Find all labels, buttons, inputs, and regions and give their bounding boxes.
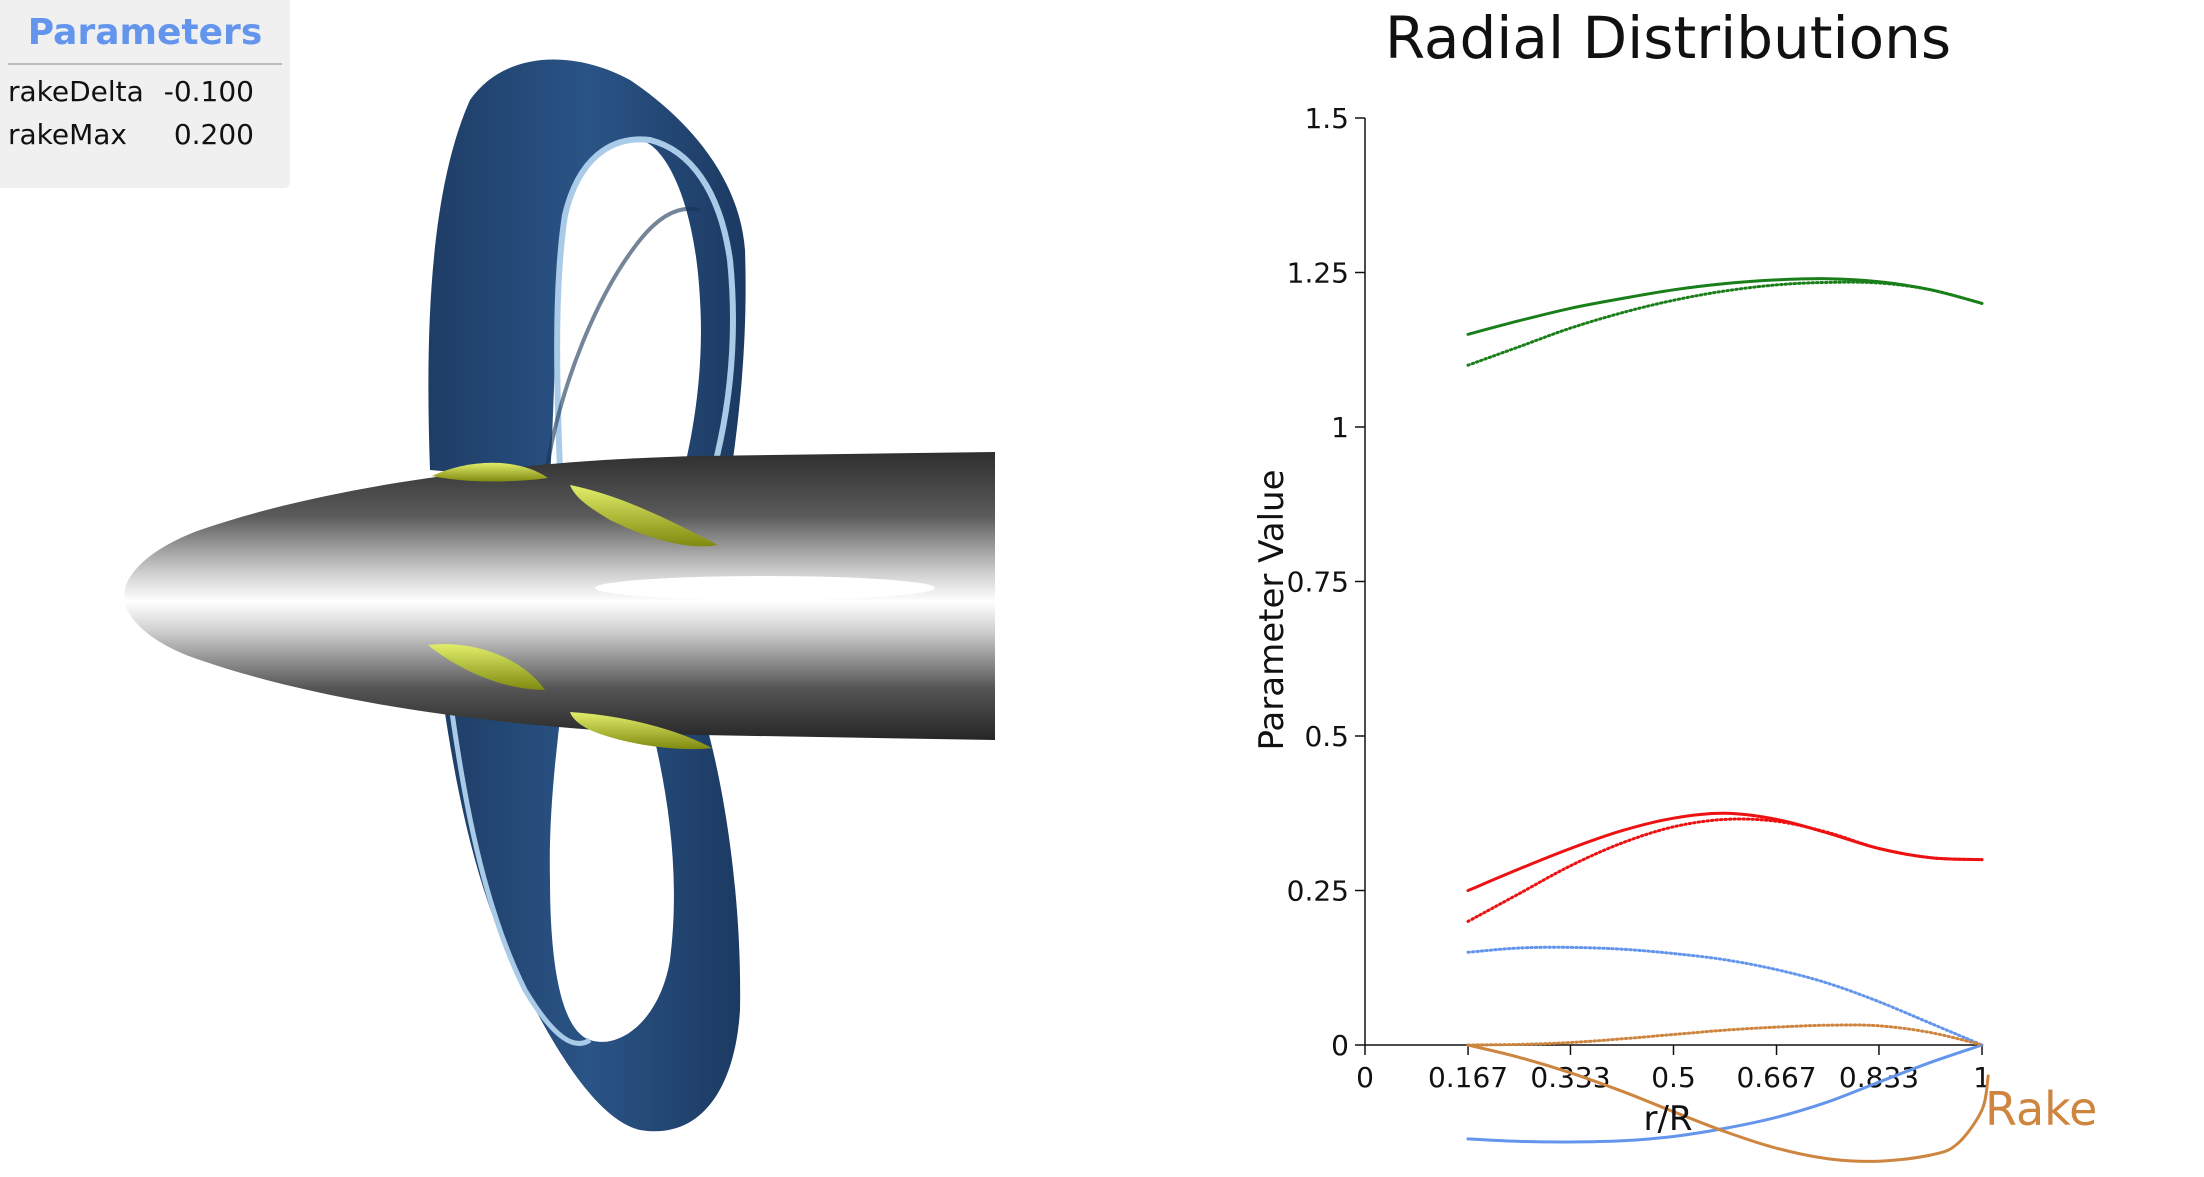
series-line-6 xyxy=(1466,1023,1984,1047)
rake-series-label: Rake xyxy=(1985,1082,2097,1136)
parameters-title[interactable]: Parameters xyxy=(8,0,282,65)
param-value[interactable]: -0.100 xyxy=(163,75,254,108)
upper-blade xyxy=(428,59,746,546)
series-line-0 xyxy=(1466,277,1984,336)
y-axis-label: Parameter Value xyxy=(1252,469,1292,750)
series-line-3 xyxy=(1466,817,1984,923)
y-tick-label: 1.5 xyxy=(1304,102,1349,135)
x-tick-label: 0.167 xyxy=(1428,1061,1508,1094)
series-line-5 xyxy=(1466,1043,1984,1144)
x-tick-label: 0.333 xyxy=(1530,1061,1610,1094)
root-fillet-4 xyxy=(570,712,712,750)
param-name: rakeDelta xyxy=(8,75,144,108)
x-tick-label: 0.833 xyxy=(1839,1061,1919,1094)
series-layer xyxy=(1466,277,1990,1163)
x-tick-label: 0.667 xyxy=(1736,1061,1816,1094)
chart-title: Radial Distributions xyxy=(1385,4,1951,72)
hub-highlight xyxy=(595,576,935,600)
param-row-rake-max[interactable]: rakeMax 0.200 xyxy=(8,118,282,151)
x-axis-label: r/R xyxy=(1643,1099,1692,1139)
y-tick-label: 1.25 xyxy=(1287,257,1349,290)
series-line-7 xyxy=(1466,1043,1990,1163)
param-row-rake-delta[interactable]: rakeDelta -0.100 xyxy=(8,75,282,108)
x-tick-label: 0.5 xyxy=(1651,1061,1696,1094)
propeller-3d-view[interactable] xyxy=(0,0,1000,1177)
y-tick-label: 0.75 xyxy=(1287,566,1349,599)
y-tick-label: 1 xyxy=(1331,411,1349,444)
axes: 0 0.25 0.5 0.75 1 1.25 1.5 0 0.167 0.333 0.5 0.667 0… xyxy=(1287,102,1991,1094)
parameters-panel: Parameters rakeDelta -0.100 rakeMax 0.20… xyxy=(0,0,290,188)
lower-blade xyxy=(435,640,741,1132)
y-tick-label: 0.25 xyxy=(1287,875,1349,908)
x-tick-label: 0 xyxy=(1356,1061,1374,1094)
series-line-1 xyxy=(1466,280,1984,367)
hub xyxy=(124,452,995,740)
y-tick-label: 0.5 xyxy=(1304,720,1349,753)
root-fillet-2 xyxy=(570,485,718,547)
root-fillet-3 xyxy=(428,644,545,690)
param-name: rakeMax xyxy=(8,118,127,151)
y-tick-label: 0 xyxy=(1331,1029,1349,1062)
series-line-4 xyxy=(1466,945,1984,1047)
param-value[interactable]: 0.200 xyxy=(173,118,254,151)
root-fillet-1 xyxy=(432,462,548,482)
